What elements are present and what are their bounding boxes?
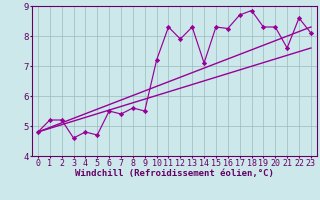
X-axis label: Windchill (Refroidissement éolien,°C): Windchill (Refroidissement éolien,°C) <box>75 169 274 178</box>
